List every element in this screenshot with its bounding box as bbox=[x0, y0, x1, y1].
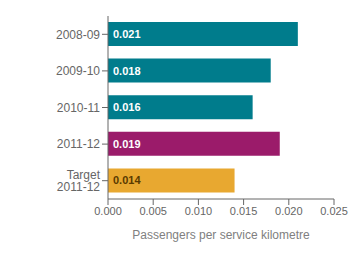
svg-text:0.014: 0.014 bbox=[113, 174, 141, 186]
svg-text:0.019: 0.019 bbox=[113, 138, 141, 150]
svg-text:0.025: 0.025 bbox=[320, 205, 348, 217]
svg-text:2008-09: 2008-09 bbox=[56, 28, 100, 42]
svg-text:0.015: 0.015 bbox=[230, 205, 258, 217]
svg-text:0.010: 0.010 bbox=[185, 205, 213, 217]
svg-text:0.005: 0.005 bbox=[139, 205, 167, 217]
svg-text:2009-10: 2009-10 bbox=[56, 64, 100, 78]
svg-text:2010-11: 2010-11 bbox=[57, 101, 100, 115]
svg-text:0.021: 0.021 bbox=[113, 28, 141, 40]
svg-text:0.016: 0.016 bbox=[113, 101, 141, 113]
svg-text:0.000: 0.000 bbox=[94, 205, 122, 217]
svg-text:0.018: 0.018 bbox=[113, 65, 141, 77]
svg-text:0.020: 0.020 bbox=[275, 205, 303, 217]
svg-text:Target2011-12: Target2011-12 bbox=[57, 168, 101, 194]
svg-text:Passengers per service kilomet: Passengers per service kilometre bbox=[132, 228, 310, 242]
svg-text:2011-12: 2011-12 bbox=[57, 137, 100, 151]
